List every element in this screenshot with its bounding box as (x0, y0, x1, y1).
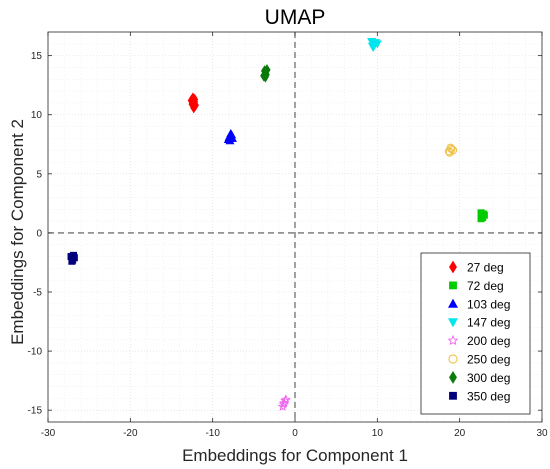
data-point (446, 143, 455, 152)
legend-box (420, 252, 531, 415)
series-103-deg (223, 129, 237, 145)
reference-lines (48, 32, 542, 422)
data-point (223, 134, 233, 144)
series-147-deg (367, 37, 382, 52)
data-point (280, 395, 291, 405)
legend-label: 200 deg (467, 334, 510, 348)
y-tick-label: 10 (31, 110, 43, 121)
data-point (227, 130, 237, 139)
x-axis-title: Embeddings for Component 1 (182, 446, 408, 465)
legend-marker (449, 281, 457, 290)
series-250-deg (444, 143, 458, 157)
y-axis-title: Embeddings for Component 2 (8, 119, 27, 345)
legend-marker (447, 298, 459, 308)
legend-marker (449, 391, 457, 400)
x-tick-label: -10 (205, 428, 220, 439)
data-point (70, 251, 78, 259)
x-tick-label: 30 (536, 428, 548, 439)
legend: 27 deg 72 deg 103 deg 147 deg 200 deg 250 deg… (420, 252, 531, 415)
x-tick-label: 20 (454, 428, 466, 439)
y-tick-label: -15 (28, 406, 43, 417)
y-tick-label: -5 (33, 288, 42, 299)
legend-label: 147 deg (467, 316, 510, 330)
chart-title: UMAP (265, 6, 326, 29)
data-point (367, 42, 377, 51)
axis-ticks: -30 -20 -10 0 10 20 30 -15 -10 -5 0 5 10 15 (28, 32, 548, 439)
data-point (68, 257, 76, 265)
series-27-deg (187, 92, 199, 114)
y-tick-label: 15 (31, 51, 43, 62)
legend-label: 103 deg (467, 297, 510, 311)
y-tick-label: 5 (36, 169, 42, 180)
x-tick-label: -20 (123, 428, 138, 439)
data-point (448, 146, 458, 155)
series-200-deg (277, 394, 291, 411)
data-point (191, 93, 199, 106)
x-tick-label: 10 (372, 428, 384, 439)
y-tick-label: -10 (28, 347, 43, 358)
legend-marker (447, 318, 459, 328)
legend-label: 350 deg (467, 389, 510, 403)
data-point (281, 394, 291, 404)
x-tick-label: 0 (292, 428, 298, 439)
legend-label: 27 deg (467, 261, 504, 275)
legend-marker (449, 260, 457, 274)
series-300-deg (260, 64, 271, 83)
x-tick-label: -30 (41, 428, 56, 439)
legend-marker (448, 354, 458, 364)
y-tick-label: 0 (36, 228, 42, 239)
legend-label: 72 deg (467, 279, 504, 293)
legend-marker (449, 370, 457, 384)
legend-label: 300 deg (467, 371, 510, 385)
legend-label: 250 deg (467, 353, 510, 367)
scatter-points (67, 37, 488, 411)
series-72-deg (477, 209, 488, 223)
data-point (477, 215, 485, 223)
series-350-deg (67, 251, 78, 265)
legend-marker (447, 334, 459, 346)
data-point (261, 71, 269, 83)
